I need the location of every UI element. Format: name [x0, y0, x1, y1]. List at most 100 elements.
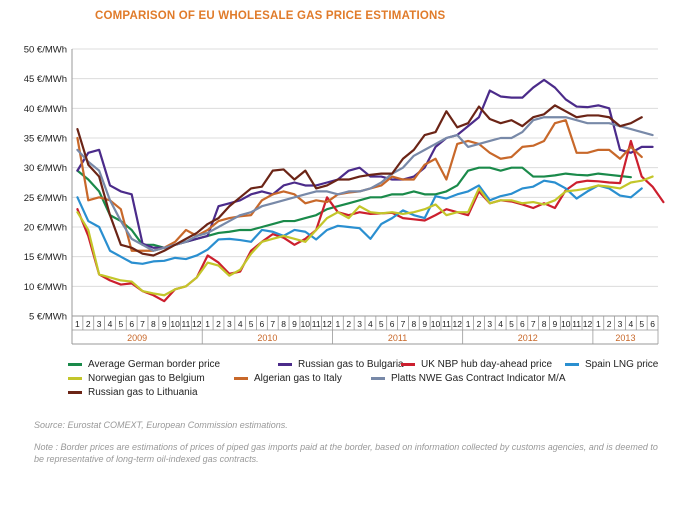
y-tick-label: 35 €/MWh	[24, 134, 67, 145]
legend-item: Russian gas to Bulgaria	[278, 359, 404, 370]
month-label: 4	[498, 319, 503, 329]
month-label: 4	[368, 319, 373, 329]
year-label: 2013	[615, 333, 635, 343]
legend-swatch	[565, 363, 579, 366]
month-label: 7	[401, 319, 406, 329]
series-line	[76, 104, 643, 257]
month-label: 2	[607, 319, 612, 329]
legend-swatch	[68, 391, 82, 394]
month-label: 6	[129, 319, 134, 329]
y-tick-label: 40 €/MWh	[24, 104, 67, 115]
legend-item: UK NBP hub day-ahead price	[401, 359, 552, 370]
legend-item: Norwegian gas to Belgium	[68, 373, 205, 384]
month-label: 9	[162, 319, 167, 329]
month-label: 1	[466, 319, 471, 329]
month-label: 11	[182, 319, 191, 329]
month-label: 5	[639, 319, 644, 329]
year-label: 2012	[518, 333, 538, 343]
footnote: Note : Border prices are estimations of …	[34, 442, 658, 464]
month-label: 6	[390, 319, 395, 329]
series-lines	[76, 78, 665, 303]
legend-swatch	[371, 377, 385, 380]
series-line	[76, 119, 643, 252]
series-line	[76, 139, 665, 303]
month-label: 1	[596, 319, 601, 329]
legend-label: UK NBP hub day-ahead price	[421, 359, 553, 370]
month-label: 8	[542, 319, 547, 329]
month-label: 10	[431, 319, 441, 329]
month-label: 12	[192, 319, 202, 329]
month-label: 4	[629, 319, 634, 329]
legend-item: Russian gas to Lithuania	[68, 387, 198, 398]
month-label: 12	[322, 319, 332, 329]
legend-swatch	[401, 363, 415, 366]
month-label: 12	[453, 319, 463, 329]
series-line	[76, 78, 654, 249]
month-label: 6	[260, 319, 265, 329]
month-label: 9	[292, 319, 297, 329]
y-tick-label: 15 €/MWh	[24, 252, 67, 263]
month-label: 4	[238, 319, 243, 329]
month-label: 2	[86, 319, 91, 329]
series-line	[76, 175, 654, 297]
year-label: 2009	[127, 333, 147, 343]
month-label: 2	[216, 319, 221, 329]
month-label: 2	[477, 319, 482, 329]
month-label: 9	[553, 319, 558, 329]
series-line	[76, 116, 654, 252]
month-label: 7	[531, 319, 536, 329]
series-line	[76, 179, 643, 265]
month-label: 8	[411, 319, 416, 329]
month-label: 6	[520, 319, 525, 329]
y-tick-label: 45 €/MWh	[24, 74, 67, 85]
grid-lines	[72, 48, 658, 317]
legend-item: Spain LNG price	[565, 359, 658, 370]
month-label: 4	[108, 319, 113, 329]
month-label: 11	[312, 319, 321, 329]
month-label: 10	[170, 319, 180, 329]
month-label: 8	[151, 319, 156, 329]
month-label: 11	[572, 319, 581, 329]
month-label: 3	[357, 319, 362, 329]
source-note: Source: Eurostat COMEXT, European Commis…	[34, 420, 288, 430]
month-label: 6	[650, 319, 655, 329]
legend-item: Algerian gas to Italy	[234, 373, 342, 384]
month-label: 1	[75, 319, 80, 329]
month-label: 1	[205, 319, 210, 329]
legend-label: Platts NWE Gas Contract Indicator M/A	[391, 373, 566, 384]
month-label: 5	[118, 319, 123, 329]
year-label: 2010	[257, 333, 277, 343]
month-label: 10	[301, 319, 311, 329]
chart-title: COMPARISON OF EU WHOLESALE GAS PRICE EST…	[95, 10, 446, 22]
month-label: 3	[97, 319, 102, 329]
legend-item: Average German border price	[68, 359, 220, 370]
month-label: 7	[270, 319, 275, 329]
y-tick-label: 10 €/MWh	[24, 282, 67, 293]
legend-label: Average German border price	[88, 359, 221, 370]
y-tick-label: 20 €/MWh	[24, 223, 67, 234]
month-label: 5	[509, 319, 514, 329]
legend-swatch	[278, 363, 292, 366]
legend-label: Russian gas to Bulgaria	[298, 359, 404, 370]
y-tick-label: 30 €/MWh	[24, 163, 67, 174]
month-label: 12	[583, 319, 593, 329]
month-label: 2	[346, 319, 351, 329]
month-label: 1	[336, 319, 341, 329]
legend-swatch	[234, 377, 248, 380]
month-label: 7	[140, 319, 145, 329]
y-tick-label: 50 €/MWh	[24, 45, 67, 56]
month-label: 3	[227, 319, 232, 329]
legend-label: Algerian gas to Italy	[254, 373, 342, 384]
legend-label: Norwegian gas to Belgium	[88, 373, 205, 384]
legend-label: Russian gas to Lithuania	[88, 387, 198, 398]
month-label: 5	[379, 319, 384, 329]
month-label: 10	[561, 319, 571, 329]
month-label: 9	[422, 319, 427, 329]
year-label: 2011	[388, 333, 407, 343]
series-line	[76, 166, 632, 249]
month-label: 11	[442, 319, 451, 329]
legend-label: Spain LNG price	[585, 359, 659, 370]
y-tick-label: 5 €/MWh	[29, 312, 67, 323]
month-label: 5	[249, 319, 254, 329]
